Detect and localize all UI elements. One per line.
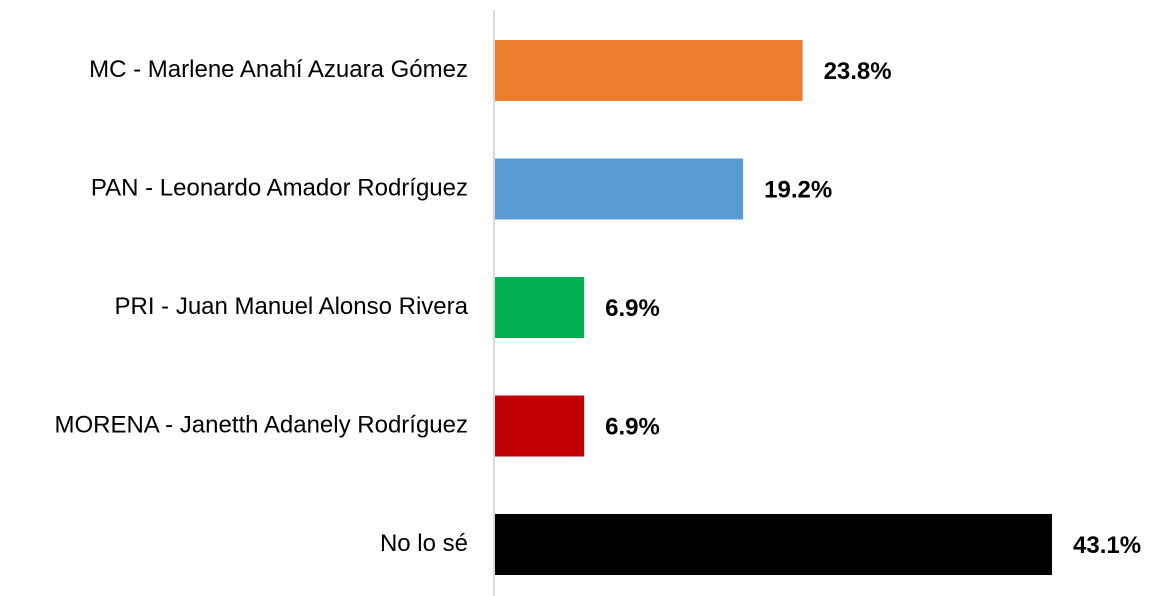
bar-1 xyxy=(495,158,744,220)
category-label-1: PAN - Leonardo Amador Rodríguez xyxy=(91,174,468,201)
category-label-3: MORENA - Janetth Adanely Rodríguez xyxy=(54,411,468,438)
data-label-4: 43.1% xyxy=(1073,532,1141,559)
data-label-3: 6.9% xyxy=(605,413,660,440)
category-label-0: MC - Marlene Anahí Azuara Gómez xyxy=(89,56,468,83)
category-label-4: No lo sé xyxy=(380,530,468,557)
category-label-2: PRI - Juan Manuel Alonso Rivera xyxy=(114,293,468,320)
bar-0 xyxy=(495,40,803,101)
data-label-0: 23.8% xyxy=(824,58,892,85)
bar-4 xyxy=(495,514,1052,575)
bar-3 xyxy=(495,395,585,457)
bar-2 xyxy=(495,277,585,338)
data-label-2: 6.9% xyxy=(605,295,660,322)
data-label-1: 19.2% xyxy=(764,176,832,203)
bars-group: MC - Marlene Anahí Azuara Gómez 23.8% PAN … xyxy=(54,40,1141,575)
